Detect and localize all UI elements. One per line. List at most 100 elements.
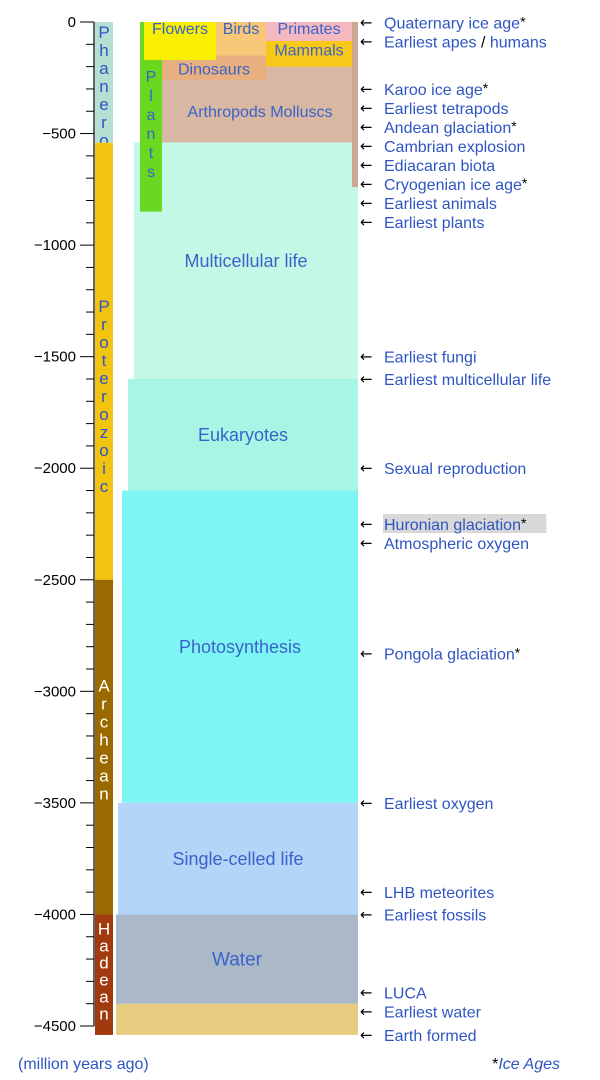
- left-arrow-icon: ←: [360, 213, 373, 231]
- left-arrow-icon: ←: [360, 370, 373, 388]
- eon-proterozoic: [95, 142, 113, 580]
- eon-phanerozoic-letter: e: [99, 95, 108, 114]
- event-huronian-glaciation-highlight: [383, 514, 547, 533]
- event-earliest-fossils-label: Earliest fossils: [384, 907, 486, 924]
- tick-label: −1500: [34, 349, 76, 366]
- eon-proterozoic-letter: P: [98, 297, 109, 316]
- region-flowers: [144, 22, 216, 60]
- event-earliest-apes-label-2: humans: [490, 35, 547, 52]
- ice-ages-legend-label: Ice Ages: [498, 1056, 560, 1073]
- event-earliest-multicellular-life-label: Earliest multicellular life: [384, 372, 551, 389]
- event-cambrian-explosion-label: Cambrian explosion: [384, 139, 525, 156]
- event-earliest-fungi-label: Earliest fungi: [384, 350, 477, 367]
- region-label-char: l: [149, 88, 153, 105]
- geologic-eons: PhanerozoicProterozoicArcheanHadean: [95, 22, 113, 1035]
- event-earliest-animals-label: Earliest animals: [384, 196, 497, 213]
- eon-proterozoic-letter: t: [102, 351, 107, 370]
- eon-archean-letter: n: [99, 784, 108, 803]
- eon-proterozoic-letter: e: [99, 369, 108, 388]
- event-cryogenian-ice-age-label: Cryogenian ice age*: [384, 175, 528, 194]
- event-earliest-apes-label: Earliest apes / humans: [384, 35, 547, 52]
- region-multicellular-life-label: Multicellular life: [184, 251, 307, 271]
- left-arrow-icon: ←: [360, 1003, 373, 1021]
- eon-proterozoic-letter: i: [102, 459, 106, 478]
- event-label-separator: /: [477, 35, 490, 52]
- left-arrow-icon: ←: [360, 1026, 373, 1044]
- left-arrow-icon: ←: [360, 348, 373, 366]
- region-flowers-label: Flowers: [152, 21, 208, 38]
- event-earliest-water-label: Earliest water: [384, 1005, 482, 1022]
- region-plants: [140, 22, 162, 212]
- eon-hadean-letter: n: [99, 1004, 108, 1023]
- left-arrow-icon: ←: [360, 137, 373, 155]
- left-arrow-icon: ←: [360, 883, 373, 901]
- region-dinosaurs-label: Dinosaurs: [178, 61, 250, 78]
- eon-proterozoic-letter: o: [99, 405, 108, 424]
- tick-label: −3500: [34, 795, 76, 812]
- tick-label: −4500: [34, 1018, 76, 1035]
- left-arrow-icon: ←: [360, 515, 373, 533]
- ice-age-star: *: [520, 14, 526, 30]
- ice-age-star: *: [522, 175, 528, 191]
- eon-proterozoic-letter: o: [99, 441, 108, 460]
- left-arrow-icon: ←: [360, 534, 373, 552]
- event-andean-glaciation-label: Andean glaciation*: [384, 118, 517, 137]
- region-label-char: n: [147, 126, 156, 143]
- event-huronian-glaciation-label: Huronian glaciation*: [384, 515, 527, 534]
- region-water: [116, 914, 358, 1004]
- eon-phanerozoic-letter: o: [99, 131, 108, 150]
- left-arrow-icon: ←: [360, 644, 373, 662]
- region-multicellular-life: [134, 142, 358, 379]
- left-arrow-icon: ←: [360, 156, 373, 174]
- eon-hadean-letter: a: [99, 987, 109, 1006]
- left-arrow-icon: ←: [360, 99, 373, 117]
- region-label-char: t: [149, 145, 154, 162]
- eon-proterozoic-letter: r: [101, 387, 107, 406]
- left-arrow-icon: ←: [360, 33, 373, 51]
- region-photosynthesis-label: Photosynthesis: [179, 637, 301, 657]
- left-arrow-icon: ←: [360, 14, 373, 32]
- event-earliest-plants-label: Earliest plants: [384, 215, 485, 232]
- eon-phanerozoic-letter: h: [99, 41, 108, 60]
- eon-proterozoic-letter: o: [99, 333, 108, 352]
- left-arrow-icon: ←: [360, 984, 373, 1002]
- region-early-earth: [116, 1003, 358, 1035]
- region-single-celled-life-label: Single-celled life: [172, 849, 303, 869]
- region-label-char: s: [147, 164, 155, 181]
- region-single-celled-life: [118, 802, 358, 915]
- event-sexual-reproduction-label: Sexual reproduction: [384, 461, 526, 478]
- tick-label: −3000: [34, 683, 76, 700]
- left-arrow-icon: ←: [360, 175, 373, 193]
- eon-hadean: [95, 914, 113, 1035]
- ice-age-star: *: [511, 118, 517, 134]
- left-arrow-icon: ←: [360, 80, 373, 98]
- region-photosynthesis: [122, 490, 358, 803]
- left-arrow-icon: ←: [360, 118, 373, 136]
- event-earth-formed-label: Earth formed: [384, 1028, 476, 1045]
- event-karoo-ice-age-label: Karoo ice age*: [384, 80, 489, 99]
- event-quaternary-ice-age-label: Quaternary ice age*: [384, 14, 526, 33]
- ice-age-star: *: [483, 80, 489, 96]
- time-axis: 0 −500 −1000 −1500 −2000 −2500 −3000 −3500 −4000…: [34, 14, 95, 1035]
- region-phanerozoic-edge: [352, 22, 358, 188]
- region-water-label: Water: [212, 950, 263, 971]
- eon-phanerozoic-letter: P: [98, 23, 109, 42]
- tick-label: −2500: [34, 572, 76, 589]
- event-markers: ← Quaternary ice age* ← Earliest apes / hum…: [360, 14, 551, 1045]
- eon-phanerozoic: [95, 22, 113, 143]
- region-label-char: a: [147, 107, 156, 124]
- eon-hadean-letter: d: [99, 953, 108, 972]
- eon-hadean-letter: a: [99, 936, 109, 955]
- eon-archean-letter: r: [101, 694, 107, 713]
- ice-age-star-symbol: *: [492, 1056, 499, 1073]
- tick-label: −1000: [34, 237, 76, 254]
- left-arrow-icon: ←: [360, 905, 373, 923]
- region-mammals-label: Mammals: [274, 42, 343, 59]
- eon-archean: [95, 579, 113, 915]
- eon-archean-letter: a: [99, 766, 109, 785]
- eon-phanerozoic-letter: a: [99, 59, 109, 78]
- event-luca-label: LUCA: [384, 986, 427, 1003]
- event-earliest-oxygen-label: Earliest oxygen: [384, 796, 493, 813]
- left-arrow-icon: ←: [360, 794, 373, 812]
- region-eukaryotes-label: Eukaryotes: [198, 425, 288, 445]
